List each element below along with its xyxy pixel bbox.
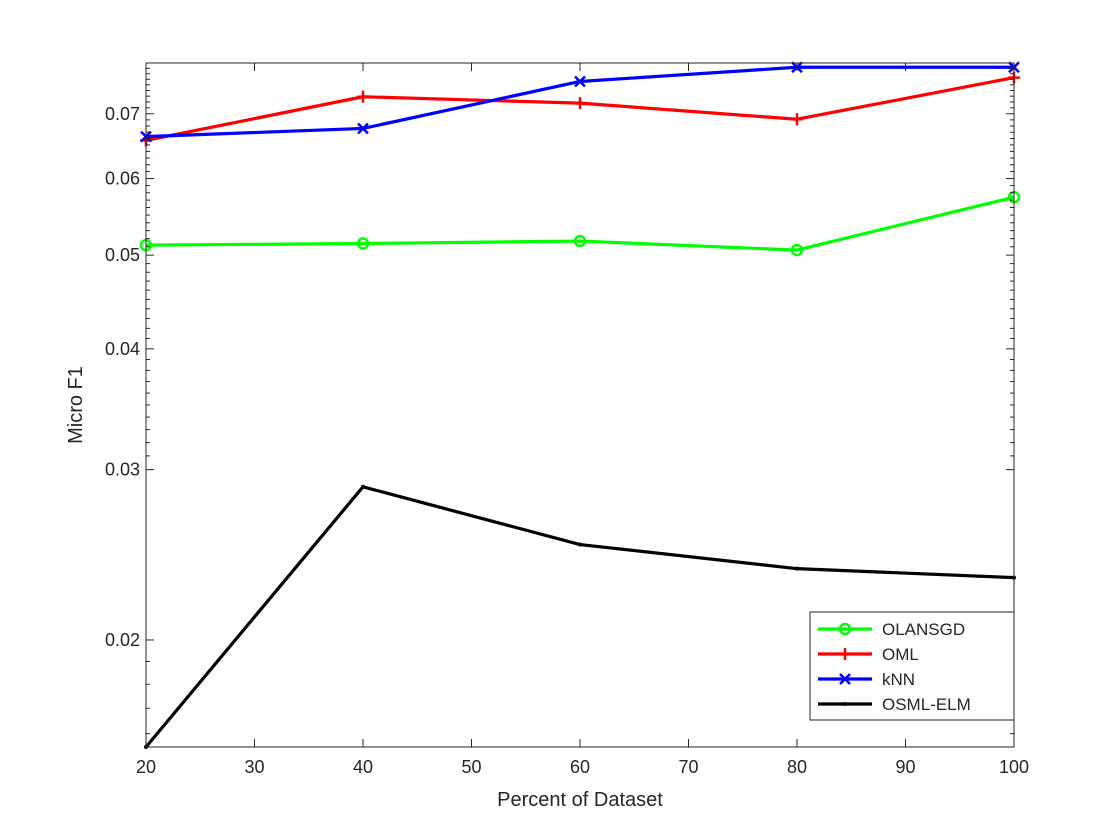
data-point-osml-elm bbox=[795, 566, 799, 571]
data-point-osml-elm bbox=[361, 484, 365, 489]
data-point-oml bbox=[574, 97, 586, 110]
x-tick-label: 70 bbox=[678, 757, 698, 777]
data-point-osml-elm bbox=[578, 542, 582, 547]
legend-item-oml: OML bbox=[818, 645, 919, 664]
x-axis-title: Percent of Dataset bbox=[497, 789, 663, 811]
legend-item-knn: kNN bbox=[818, 670, 915, 689]
x-tick-label: 100 bbox=[999, 757, 1029, 777]
legend: OLANSGD OML kNN OSML-ELM bbox=[809, 611, 1015, 721]
data-point-knn bbox=[357, 122, 369, 135]
legend-marker-osml-elm bbox=[843, 702, 847, 706]
legend-box bbox=[809, 611, 1015, 721]
legend-label-knn: kNN bbox=[882, 670, 915, 689]
legend-item-osml-elm: OSML-ELM bbox=[818, 695, 971, 714]
series-line-olansgd bbox=[145, 195, 1015, 252]
data-point-oml bbox=[791, 113, 803, 126]
y-tick-label: 0.05 bbox=[105, 245, 140, 265]
legend-marker-knn bbox=[839, 673, 851, 685]
data-point-oml bbox=[357, 90, 369, 103]
axes-layer: 20 30 40 50 60 70 80 90 100 0.02 0.03 0.04 0.05 0.06 0… bbox=[105, 62, 1029, 777]
legend-marker-oml bbox=[839, 648, 851, 660]
data-point-olansgd bbox=[356, 237, 370, 250]
y-tick-label: 0.04 bbox=[105, 339, 140, 359]
legend-label-oml: OML bbox=[882, 645, 919, 664]
y-tick-label: 0.03 bbox=[105, 460, 140, 480]
y-tick-label: 0.07 bbox=[105, 104, 140, 124]
data-point-olansgd bbox=[790, 243, 804, 257]
x-tick-label: 50 bbox=[461, 757, 481, 777]
series-osml-elm bbox=[144, 484, 1016, 749]
legend-item-olansgd: OLANSGD bbox=[818, 620, 965, 639]
data-point-knn bbox=[574, 75, 586, 88]
series-layer bbox=[139, 61, 1021, 749]
legend-label-olansgd: OLANSGD bbox=[882, 620, 965, 639]
y-tick-label: 0.06 bbox=[105, 169, 140, 189]
x-tick-label: 30 bbox=[244, 757, 264, 777]
y-tick-label: 0.02 bbox=[105, 630, 140, 650]
y-axis-title: Micro F1 bbox=[65, 366, 87, 444]
x-tick-label: 80 bbox=[787, 757, 807, 777]
x-tick-label: 60 bbox=[570, 757, 590, 777]
x-tick-label: 20 bbox=[136, 757, 156, 777]
data-point-olansgd bbox=[573, 234, 587, 248]
x-tick-label: 90 bbox=[895, 757, 915, 777]
legend-marker-olansgd bbox=[838, 622, 852, 636]
legend-label-osml-elm: OSML-ELM bbox=[882, 695, 971, 714]
x-tick-label: 40 bbox=[353, 757, 373, 777]
